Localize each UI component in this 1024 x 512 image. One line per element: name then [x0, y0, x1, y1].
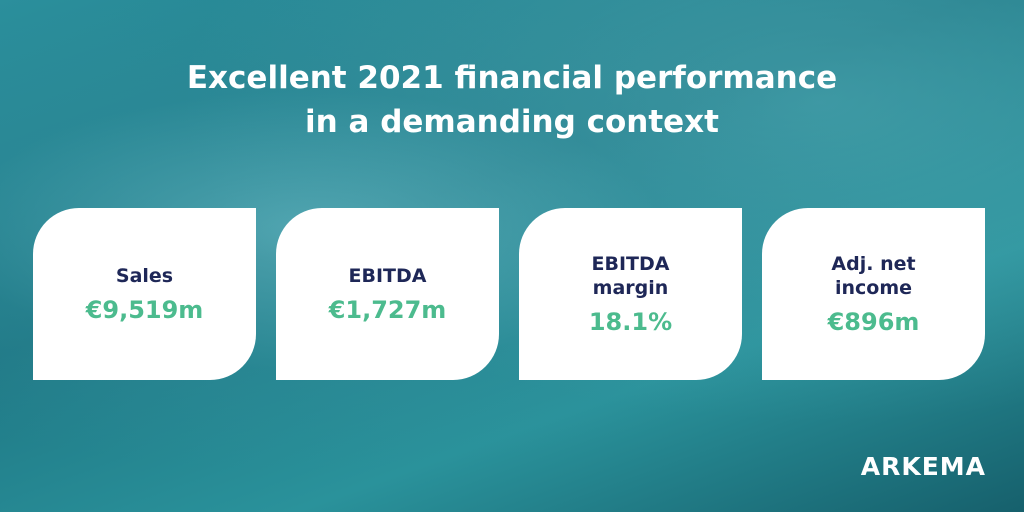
- kpi-value: 18.1%: [588, 308, 673, 336]
- kpi-label: Adj. net income: [831, 253, 916, 299]
- kpi-label: Sales: [115, 265, 174, 287]
- kpi-card: EBITDA margin 18.1%: [519, 208, 742, 380]
- kpi-card: Adj. net income €896m: [762, 208, 985, 380]
- title-line: in a demanding context: [305, 104, 719, 140]
- title-line: Excellent 2021 financial performance: [186, 60, 838, 96]
- kpi-card: EBITDA €1,727m: [276, 208, 499, 380]
- kpi-label: EBITDA margin: [591, 253, 670, 299]
- kpi-value: €1,727m: [328, 296, 447, 324]
- kpi-label: EBITDA: [348, 265, 427, 287]
- kpi-value: €896m: [827, 308, 920, 336]
- kpi-value: €9,519m: [85, 296, 204, 324]
- logo: ARKEMA: [860, 452, 986, 481]
- kpi-card: Sales €9,519m: [33, 208, 256, 380]
